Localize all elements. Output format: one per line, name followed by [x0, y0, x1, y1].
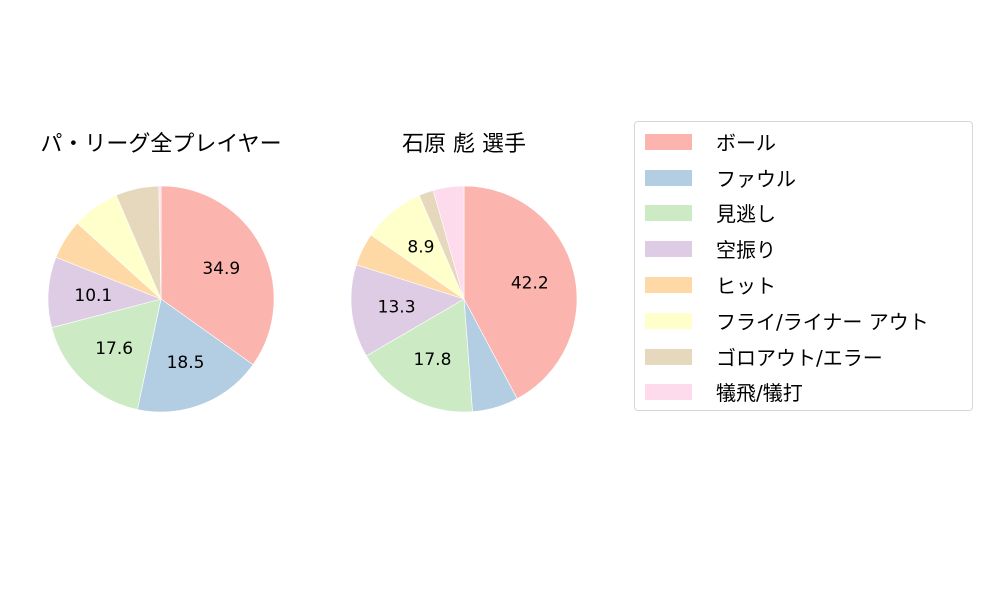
legend-label: フライ/ライナー アウト — [716, 310, 929, 334]
pie-chart-player: 42.2 17.8 13.3 8.9 — [350, 185, 578, 413]
legend-label: 空振り — [716, 238, 776, 262]
pie-slice — [47, 256, 162, 328]
slice-value-label: 42.2 — [511, 274, 549, 294]
legend-item-swinging-strike: 空振り — [635, 231, 972, 267]
pie-slice — [463, 185, 578, 400]
legend-swatch — [645, 205, 692, 221]
pie-slice — [137, 298, 254, 413]
legend-item-fly-liner-out: フライ/ライナー アウト — [635, 303, 972, 339]
legend-swatch — [645, 134, 692, 150]
chart-title-league: パ・リーグ全プレイヤー — [40, 132, 282, 157]
pie-chart-league: 34.9 18.5 17.6 10.1 — [47, 185, 275, 413]
legend-swatch — [645, 241, 692, 257]
slice-value-label: 10.1 — [74, 286, 112, 306]
legend-swatch — [645, 313, 692, 329]
pie-slice — [350, 264, 465, 357]
legend-item-foul: ファウル — [635, 160, 972, 196]
legend: ボール ファウル 見逃し 空振り ヒット フライ/ライナー アウト ゴロアウト/… — [634, 121, 973, 411]
pie-slice — [160, 185, 275, 366]
legend-swatch — [645, 170, 692, 186]
slice-value-label: 17.6 — [95, 339, 133, 359]
legend-label: ゴロアウト/エラー — [716, 346, 883, 370]
slice-value-label: 8.9 — [407, 238, 434, 258]
slice-value-label: 34.9 — [202, 259, 240, 279]
chart-title-player: 石原 彪 選手 — [402, 132, 526, 157]
pie-slice — [51, 298, 162, 410]
legend-item-hit: ヒット — [635, 267, 972, 303]
slice-value-label: 17.8 — [414, 350, 452, 370]
pie-slice — [158, 185, 162, 300]
legend-item-ground-out-error: ゴロアウト/エラー — [635, 339, 972, 375]
legend-item-called-strike: 見逃し — [635, 195, 972, 231]
slice-value-label: 13.3 — [378, 297, 416, 317]
pie-slice — [432, 185, 465, 300]
legend-label: 見逃し — [716, 202, 776, 226]
legend-swatch — [645, 349, 692, 365]
legend-item-ball: ボール — [635, 124, 972, 160]
legend-label: 犠飛/犠打 — [716, 381, 803, 405]
legend-swatch — [645, 384, 692, 400]
legend-label: ボール — [716, 131, 776, 155]
legend-label: ファウル — [716, 167, 796, 191]
legend-label: ヒット — [716, 274, 776, 298]
legend-item-sacrifice: 犠飛/犠打 — [635, 374, 972, 410]
pie-slice — [365, 298, 473, 413]
legend-swatch — [645, 277, 692, 293]
slice-value-label: 18.5 — [167, 353, 205, 373]
